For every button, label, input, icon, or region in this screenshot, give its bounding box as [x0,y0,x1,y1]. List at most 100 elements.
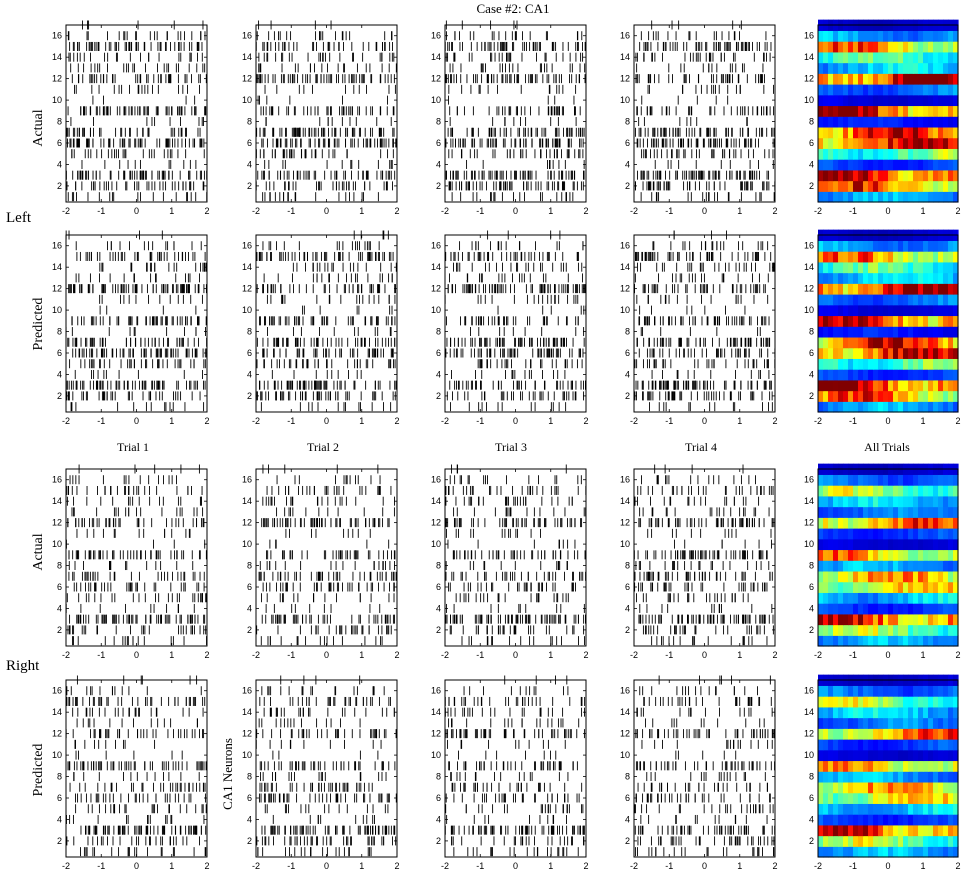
condition-label-right: Right [6,658,40,674]
heatmap-cell [898,105,904,117]
heatmap-cell [943,148,949,160]
heatmap-cell [928,126,934,139]
heatmap-cell [913,169,919,182]
heatmap-cell [868,105,874,117]
left-predicted-trial-2-y-tick-label: 10 [242,305,252,315]
heatmap-cell [883,41,889,53]
heatmap-cell [863,126,869,139]
left-actual-trial-2-y-tick-label: 2 [247,181,252,191]
heatmap-cell [833,84,839,96]
left-actual-all-trials-heatmap-y-tick-label: 6 [809,138,814,148]
heatmap-cell [908,169,914,182]
heatmap-cell [938,191,944,203]
left-actual-trial-4-x-tick-label: -2 [630,206,638,216]
heatmap-cell [938,137,944,149]
heatmap-cell [848,73,854,85]
heatmap-cell [948,73,954,85]
heatmap-cell [843,169,849,182]
heatmap-cell [918,191,924,203]
heatmap-cell [923,126,929,139]
left-actual-trial-1-y-tick-label: 8 [57,117,62,127]
heatmap-cell [938,180,944,192]
left-predicted-trial-4-frame [633,234,776,413]
heatmap-cell [873,105,879,117]
heatmap-cell [823,169,829,182]
left-actual-trial-1-y-tick-label: 2 [57,181,62,191]
heatmap-cell [843,137,849,149]
left-predicted-trial-4-y-tick-label: 12 [620,284,630,294]
heatmap-cell [818,180,824,192]
heatmap-cell [893,159,899,171]
heatmap-cell [893,191,899,203]
heatmap-cell [913,116,919,128]
heatmap-cell [828,73,834,85]
heatmap-cell [863,84,869,96]
heatmap-cell [823,51,829,64]
heatmap-cell [903,62,909,74]
left-actual-trial-2-x-tick-label: 0 [324,206,329,216]
heatmap-cell [903,116,909,128]
heatmap-cell [838,180,844,192]
heatmap-cell [878,191,884,203]
heatmap-cell [898,73,904,85]
left-predicted-trial-4-y-tick-label: 10 [620,305,630,315]
heatmap-cell [833,30,839,42]
heatmap-cell [928,180,934,192]
heatmap-cell [828,51,834,64]
heatmap-cell [823,116,829,128]
heatmap-cell [928,169,934,182]
heatmap-cell [838,159,844,171]
heatmap-cell [953,159,959,171]
left-predicted-trial-1-y-tick-label: 6 [57,348,62,358]
left-predicted-trial-3-y-tick-label: 16 [431,241,441,251]
heatmap-cell [833,94,839,107]
heatmap-cell [853,51,859,64]
heatmap-cell [923,94,929,107]
heatmap-cell [868,116,874,128]
heatmap-cell [848,180,854,192]
heatmap-cell [838,116,844,128]
heatmap-cell [843,84,849,96]
heatmap-cell [873,191,879,203]
heatmap-cell [943,41,949,53]
left-actual-all-trials-heatmap-x-tick-label: 0 [885,206,890,216]
heatmap-cell [883,148,889,160]
heatmap-cell [858,84,864,96]
left-actual-all-trials-heatmap-y-tick-label: 16 [804,31,814,41]
heatmap-cell [818,137,824,149]
heatmap-cell [908,137,914,149]
heatmap-cell [903,137,909,149]
heatmap-cell [893,62,899,74]
heatmap-cell [893,30,899,42]
heatmap-cell [948,148,954,160]
heatmap-cell [863,30,869,42]
heatmap-cell [863,180,869,192]
heatmap-cell [833,169,839,182]
heatmap-cell [943,126,949,139]
heatmap-cell [858,73,864,85]
heatmap-cell [923,51,929,64]
left-actual-trial-3-y-tick-label: 12 [431,74,441,84]
heatmap-cell [913,84,919,96]
heatmap-cell [888,30,894,42]
left-predicted-trial-1-x-tick-label: 2 [204,416,209,426]
heatmap-cell [828,105,834,117]
heatmap-cell [888,180,894,192]
heatmap-cell [833,148,839,160]
left-actual-trial-3-y-tick-label: 2 [436,181,441,191]
left-predicted-trial-3-y-tick-label: 10 [431,305,441,315]
left-actual-trial-3-y-tick-label: 14 [431,52,441,62]
heatmap-cell [878,169,884,182]
heatmap-cell [878,126,884,139]
heatmap-cell [898,41,904,53]
heatmap-cell [953,51,959,64]
heatmap-cell [893,73,899,85]
left-predicted-trial-2-x-tick-label: 0 [324,416,329,426]
heatmap-cell [928,191,934,203]
heatmap-cell [888,84,894,96]
left-predicted-trial-3-x-tick-label: -2 [441,416,449,426]
heatmap-cell [933,116,939,128]
heatmap-cell [853,169,859,182]
left-predicted-trial-3-x-tick-label: -1 [476,416,484,426]
heatmap-cell [818,169,824,182]
